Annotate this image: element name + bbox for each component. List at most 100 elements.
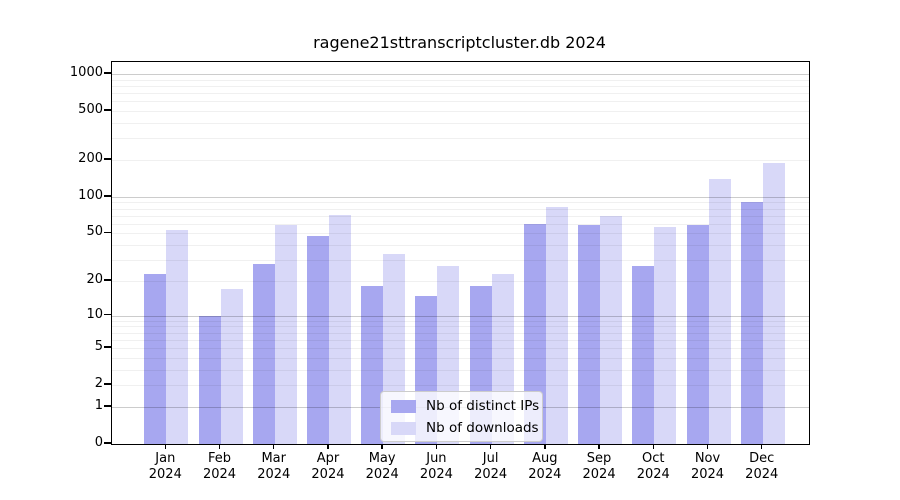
legend-swatch-downloads: [391, 421, 416, 435]
legend: Nb of distinct IPs Nb of downloads: [380, 391, 543, 442]
gridline-minor: [112, 245, 809, 247]
gridline-minor: [112, 280, 809, 282]
gridline-minor: [112, 159, 809, 161]
bar-nb-of-distinct-ips-mar: [252, 263, 275, 444]
gridline-major: [112, 73, 809, 75]
bar-nb-of-downloads-aug: [545, 206, 568, 444]
legend-item-downloads: Nb of downloads: [381, 417, 542, 439]
x-tick-label-may: May 2024: [365, 451, 399, 482]
x-tick-label-feb: Feb 2024: [202, 451, 237, 482]
x-tick: [598, 443, 600, 449]
bar-nb-of-downloads-jan: [166, 230, 189, 444]
legend-swatch-distinct-ips: [391, 399, 416, 413]
x-tick: [760, 443, 763, 449]
legend-label-distinct-ips: Nb of distinct IPs: [426, 398, 540, 414]
y-tick-label: 1: [94, 397, 103, 413]
gridline-minor: [112, 215, 809, 217]
gridline-major: [112, 196, 809, 198]
bar-nb-of-distinct-ips-may: [361, 286, 384, 444]
y-tick: [104, 231, 111, 234]
x-tick-label-dec: Dec 2024: [745, 451, 779, 482]
y-tick: [104, 109, 111, 111]
plot-area: Nb of distinct IPs Nb of downloads: [111, 61, 810, 445]
y-tick: [104, 442, 111, 444]
y-tick: [104, 279, 111, 281]
legend-item-distinct-ips: Nb of distinct IPs: [381, 395, 542, 417]
gridline-minor: [112, 101, 809, 103]
x-tick-label-jul: Jul 2024: [474, 451, 508, 482]
gridline-minor: [112, 202, 809, 204]
gridline-minor: [112, 348, 809, 350]
y-tick: [104, 158, 111, 160]
x-tick: [327, 443, 329, 449]
x-tick: [489, 443, 492, 449]
bar-nb-of-downloads-oct: [654, 226, 677, 444]
gridline-minor: [112, 320, 809, 322]
y-tick-label: 1000: [69, 64, 103, 80]
y-tick-label: 50: [86, 224, 103, 240]
bar-nb-of-distinct-ips-oct: [632, 265, 655, 444]
gridline-minor: [112, 339, 809, 341]
x-tick-label-jun: Jun 2024: [419, 451, 453, 482]
y-tick: [104, 72, 111, 74]
bar-nb-of-distinct-ips-feb: [198, 315, 221, 444]
bar-nb-of-distinct-ips-apr: [306, 235, 329, 444]
bar-nb-of-distinct-ips-dec: [740, 202, 763, 444]
x-tick-label-aug: Aug 2024: [528, 451, 562, 482]
gridline-minor: [112, 357, 809, 359]
bar-nb-of-distinct-ips-jan: [144, 273, 167, 444]
x-tick: [435, 443, 438, 449]
gridline-minor: [112, 122, 809, 124]
gridline-minor: [112, 138, 809, 140]
gridline-minor: [112, 111, 809, 113]
gridline-minor: [112, 385, 809, 387]
x-tick-label-mar: Mar 2024: [257, 451, 291, 482]
y-tick-label: 0: [94, 435, 103, 450]
bar-nb-of-downloads-mar: [274, 224, 297, 444]
y-tick-label: 200: [78, 150, 103, 166]
y-tick-label: 10: [86, 306, 103, 322]
bar-nb-of-downloads-nov: [708, 178, 731, 444]
bar-nb-of-downloads-dec: [762, 162, 785, 444]
y-tick-label: 2: [94, 376, 103, 392]
x-tick-label-apr: Apr 2024: [311, 451, 345, 482]
gridline-minor: [112, 369, 809, 371]
bar-nb-of-downloads-feb: [220, 289, 243, 444]
x-tick: [164, 443, 167, 449]
gridline-minor: [112, 85, 809, 87]
gridline-minor: [112, 93, 809, 95]
bar-nb-of-downloads-sep: [600, 215, 623, 444]
bar-nb-of-downloads-apr: [328, 214, 351, 444]
x-tick-label-oct: Oct 2024: [636, 451, 670, 482]
x-tick: [706, 443, 709, 449]
x-tick-label-sep: Sep 2024: [582, 451, 616, 482]
bar-nb-of-distinct-ips-sep: [578, 224, 601, 444]
chart-title: ragene21sttranscriptcluster.db 2024: [313, 33, 606, 52]
y-tick: [104, 405, 111, 407]
x-tick-label-nov: Nov 2024: [690, 451, 725, 482]
x-tick: [381, 443, 383, 449]
gridline-minor: [112, 208, 809, 210]
gridline-minor: [112, 326, 809, 328]
gridline-major: [112, 315, 809, 317]
gridline-minor: [112, 332, 809, 334]
x-tick: [218, 443, 221, 449]
x-tick: [544, 443, 546, 449]
y-tick-label: 20: [86, 271, 103, 287]
y-tick: [104, 346, 111, 348]
gridline-minor: [112, 223, 809, 225]
y-tick: [104, 313, 111, 316]
y-tick: [104, 383, 111, 385]
gridline-minor: [112, 233, 809, 235]
y-tick: [104, 195, 111, 197]
x-tick: [272, 443, 275, 449]
legend-label-downloads: Nb of downloads: [426, 420, 539, 436]
y-tick-label: 5: [94, 339, 103, 355]
bar-nb-of-distinct-ips-aug: [523, 223, 546, 444]
x-tick: [652, 443, 655, 449]
y-tick-label: 100: [78, 187, 103, 203]
gridline-minor: [112, 260, 809, 262]
gridline-minor: [112, 79, 809, 81]
y-tick-label: 500: [78, 102, 103, 118]
